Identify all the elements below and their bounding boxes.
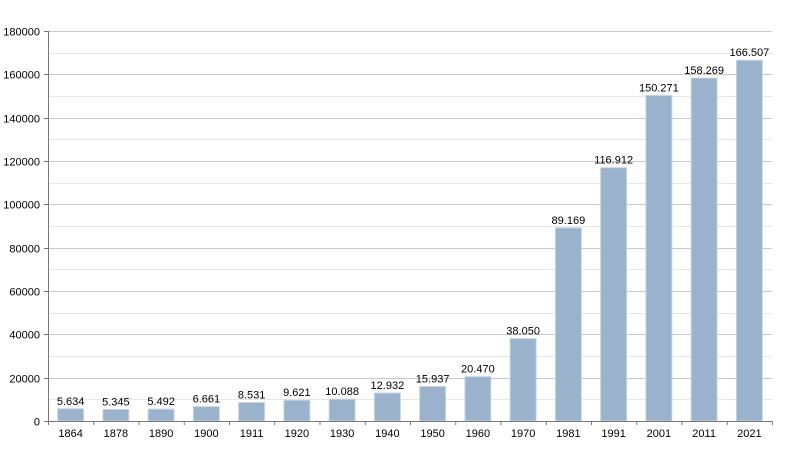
value-label-2011: 158.269: [684, 65, 724, 77]
bar-2001: [645, 94, 673, 422]
bar-1900: [192, 406, 220, 422]
x-tick-label-1940: 1940: [375, 428, 399, 440]
y-tick-label: 20000: [9, 374, 40, 386]
x-tick-label-1878: 1878: [104, 428, 128, 440]
value-label-2021: 166.507: [729, 47, 769, 59]
value-label-1991: 116.912: [594, 155, 633, 167]
x-tick-label-1950: 1950: [420, 428, 444, 440]
value-label-1940: 12.932: [371, 380, 405, 392]
y-tick-label: 160000: [3, 70, 40, 82]
x-tick-label-2011: 2011: [692, 428, 716, 440]
value-label-1911: 8.531: [238, 390, 266, 402]
bars: [57, 59, 763, 422]
x-tick-label-1970: 1970: [511, 428, 535, 440]
x-tick-label-1930: 1930: [330, 428, 354, 440]
x-tick-label-1920: 1920: [285, 428, 309, 440]
bar-1890: [147, 408, 175, 422]
value-label-1960: 20.470: [461, 364, 495, 376]
value-label-1920: 9.621: [283, 387, 311, 399]
bar-2021: [735, 59, 763, 422]
value-label-1981: 89.169: [552, 215, 586, 227]
value-labels: 5.634 5.345 5.492 6.661 8.531 9.621 10.088 12.9…: [57, 47, 769, 408]
y-tick-label: 0: [34, 417, 40, 429]
y-tick-label: 140000: [3, 114, 40, 126]
value-label-1890: 5.492: [147, 396, 175, 408]
x-tick-label-1991: 1991: [601, 428, 625, 440]
value-label-2001: 150.271: [639, 82, 679, 94]
value-label-1930: 10.088: [325, 386, 359, 398]
y-tick-label: 80000: [9, 244, 40, 256]
x-tick-label-2021: 2021: [737, 428, 761, 440]
value-label-1900: 6.661: [193, 394, 221, 406]
x-tick-label-1911: 1911: [240, 428, 264, 440]
value-label-1864: 5.634: [57, 396, 85, 408]
bar-1981: [554, 227, 582, 422]
y-tick-label: 120000: [3, 157, 40, 169]
x-tick-label-1981: 1981: [556, 428, 580, 440]
bar-1970: [509, 338, 537, 422]
bar-1960: [464, 376, 492, 422]
x-tick-label-1864: 1864: [58, 428, 82, 440]
bar-1930: [328, 398, 356, 422]
x-tick-label-1900: 1900: [194, 428, 218, 440]
bar-1991: [600, 167, 628, 422]
x-tick-label-2001: 2001: [647, 428, 671, 440]
value-label-1970: 38.050: [506, 326, 540, 338]
axes: 0 20000 40000 60000 80000 100000 120000 140000 1…: [3, 27, 773, 440]
bar-1940: [373, 392, 401, 422]
bar-1878: [102, 408, 130, 422]
y-tick-label: 100000: [3, 200, 40, 212]
bar-1911: [238, 402, 266, 422]
bar-1950: [419, 385, 447, 422]
bar-2011: [690, 77, 718, 422]
bar-1920: [283, 399, 311, 422]
y-tick-label: 180000: [3, 27, 40, 39]
value-label-1950: 15.937: [416, 373, 450, 385]
bar-1864: [57, 408, 85, 422]
x-tick-label-1960: 1960: [466, 428, 490, 440]
y-tick-label: 60000: [9, 287, 40, 299]
y-tick-label: 40000: [9, 330, 40, 342]
x-tick-label-1890: 1890: [149, 428, 173, 440]
value-label-1878: 5.345: [102, 396, 130, 408]
